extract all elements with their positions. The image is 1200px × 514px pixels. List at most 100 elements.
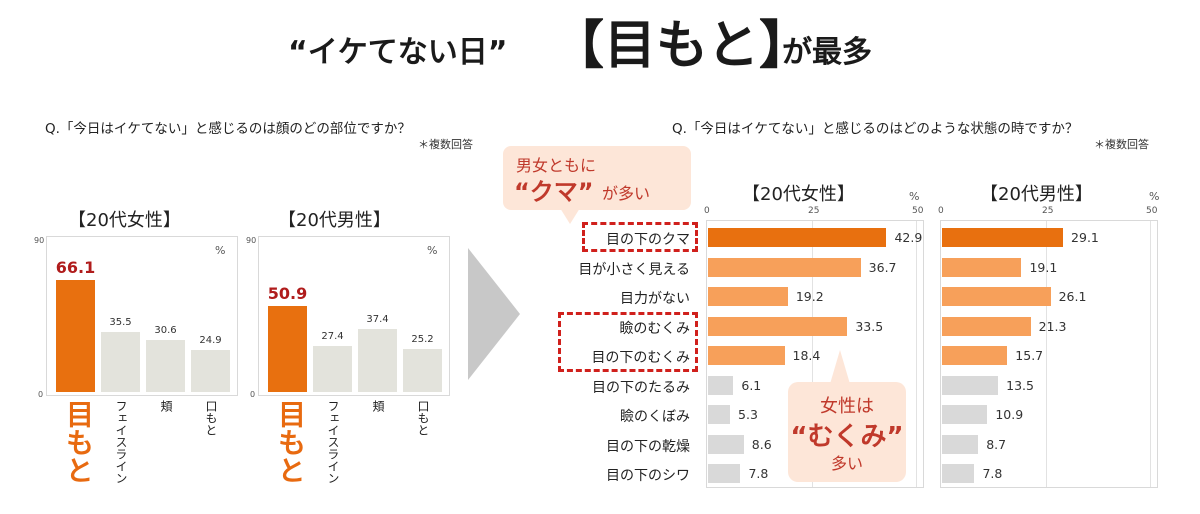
right-question: Q.「今日はイケてない」と感じるのはどのような状態の時ですか？ xyxy=(672,121,1079,137)
chart-title-male-parts: 【20代男性】 xyxy=(278,210,391,231)
arrow-shape xyxy=(468,248,520,380)
data-label: 50.9 xyxy=(267,284,308,304)
data-label: 42.9 xyxy=(894,230,923,245)
bar xyxy=(942,464,975,483)
x-tick-label: 0 xyxy=(938,206,944,216)
right-note: ＊複数回答 xyxy=(1094,138,1149,151)
data-label: 21.3 xyxy=(1038,318,1067,334)
bar xyxy=(942,434,979,454)
data-label: 6.1 xyxy=(741,377,762,393)
unit-label: % xyxy=(1149,190,1160,203)
gridline xyxy=(1150,221,1151,487)
bar xyxy=(191,349,230,392)
x-tick-label: 0 xyxy=(704,206,710,216)
category-label: 口もと xyxy=(416,400,430,436)
bar xyxy=(708,434,744,454)
data-label: 66.1 xyxy=(55,258,96,278)
data-label: 5.3 xyxy=(738,407,758,422)
data-label: 19.2 xyxy=(795,289,824,304)
bar xyxy=(708,375,734,395)
bar xyxy=(708,346,785,365)
data-label: 29.1 xyxy=(1071,230,1099,245)
bar xyxy=(708,316,848,336)
category-label: 瞼のむくみ xyxy=(619,320,690,337)
callout-mukumi-line2: “むくみ” xyxy=(790,422,904,452)
bar xyxy=(708,287,788,306)
bar xyxy=(101,332,140,392)
data-label: 26.1 xyxy=(1058,289,1087,304)
data-label: 27.4 xyxy=(321,330,344,342)
bar xyxy=(403,349,442,392)
callout-kuma xyxy=(503,146,691,210)
bar xyxy=(708,228,887,247)
category-label: フェイスライン xyxy=(326,400,340,484)
callout-kuma-line1: 男女ともに xyxy=(516,156,597,175)
x-tick-label: 50 xyxy=(1146,206,1158,216)
title-suffix: が最多 xyxy=(782,35,872,70)
callout-mukumi-tail xyxy=(830,350,850,384)
chart-title-female-parts: 【20代女性】 xyxy=(68,210,181,231)
chart-title-female-state: 【20代女性】 xyxy=(742,184,855,205)
x-tick-label: 25 xyxy=(1042,206,1054,216)
title-prefix: “イケてない日” xyxy=(288,35,508,70)
category-label: 目もと xyxy=(62,400,95,484)
callout-mukumi xyxy=(788,382,906,482)
y-tick-top: 90 xyxy=(34,236,45,245)
bar xyxy=(56,280,95,392)
chart-title-male-state: 【20代男性】 xyxy=(980,184,1093,205)
category-label: 目の下のたるみ xyxy=(592,379,690,396)
data-label: 13.5 xyxy=(1006,377,1034,393)
data-label: 10.9 xyxy=(995,407,1024,422)
data-label: 18.4 xyxy=(792,348,821,363)
category-label: 目力がない xyxy=(620,291,690,307)
bar xyxy=(708,257,861,277)
data-label: 33.5 xyxy=(855,318,884,334)
data-label: 25.2 xyxy=(411,334,434,346)
data-label: 30.6 xyxy=(154,325,177,337)
category-label: 頬 xyxy=(371,400,385,412)
category-label: フェイスライン xyxy=(114,400,128,484)
data-label: 24.9 xyxy=(199,334,222,346)
bar xyxy=(708,464,741,483)
highlight-kuma-box xyxy=(582,222,698,252)
callout-kuma-tail xyxy=(560,208,580,224)
unit-label: % xyxy=(215,244,226,257)
bar xyxy=(942,346,1008,365)
callout-mukumi-line1: 女性は xyxy=(820,396,874,417)
bar xyxy=(708,405,731,424)
data-label: 7.8 xyxy=(748,466,769,481)
data-label: 7.8 xyxy=(982,466,1003,481)
data-label: 8.6 xyxy=(751,436,772,452)
data-label: 35.5 xyxy=(109,317,132,329)
highlight-mukumi-box xyxy=(558,312,698,372)
callout-kuma-line3: が多い xyxy=(602,184,651,203)
y-tick-top: 90 xyxy=(246,236,257,245)
gridline xyxy=(1046,221,1047,487)
data-label: 37.4 xyxy=(366,313,389,325)
bar xyxy=(942,287,1051,306)
bar xyxy=(268,306,307,392)
callout-mukumi-line3: 多い xyxy=(830,454,863,473)
bar xyxy=(358,328,397,392)
unit-label: % xyxy=(427,244,438,257)
gridline xyxy=(916,221,917,487)
y-tick-bottom: 0 xyxy=(250,390,256,399)
data-label: 15.7 xyxy=(1015,348,1044,363)
bar xyxy=(146,340,185,392)
title-highlight: 【目もと】 xyxy=(552,16,811,76)
bar xyxy=(942,228,1064,247)
bar xyxy=(942,316,1031,336)
category-label: 頬 xyxy=(159,400,173,412)
category-label: 目の下のむくみ xyxy=(591,350,690,366)
category-label: 目の下のシワ xyxy=(606,468,690,484)
unit-label: % xyxy=(909,190,920,203)
gridline xyxy=(812,221,813,487)
category-label: 瞼のくぼみ xyxy=(620,409,690,425)
bar xyxy=(942,375,999,395)
category-label: 目の下の乾燥 xyxy=(606,438,690,455)
category-label: 目もと xyxy=(274,400,307,484)
category-label: 目が小さく見える xyxy=(578,261,690,278)
callout-kuma-line2: “クマ” xyxy=(514,178,594,206)
bar xyxy=(942,257,1022,277)
left-note: ＊複数回答 xyxy=(418,138,473,151)
